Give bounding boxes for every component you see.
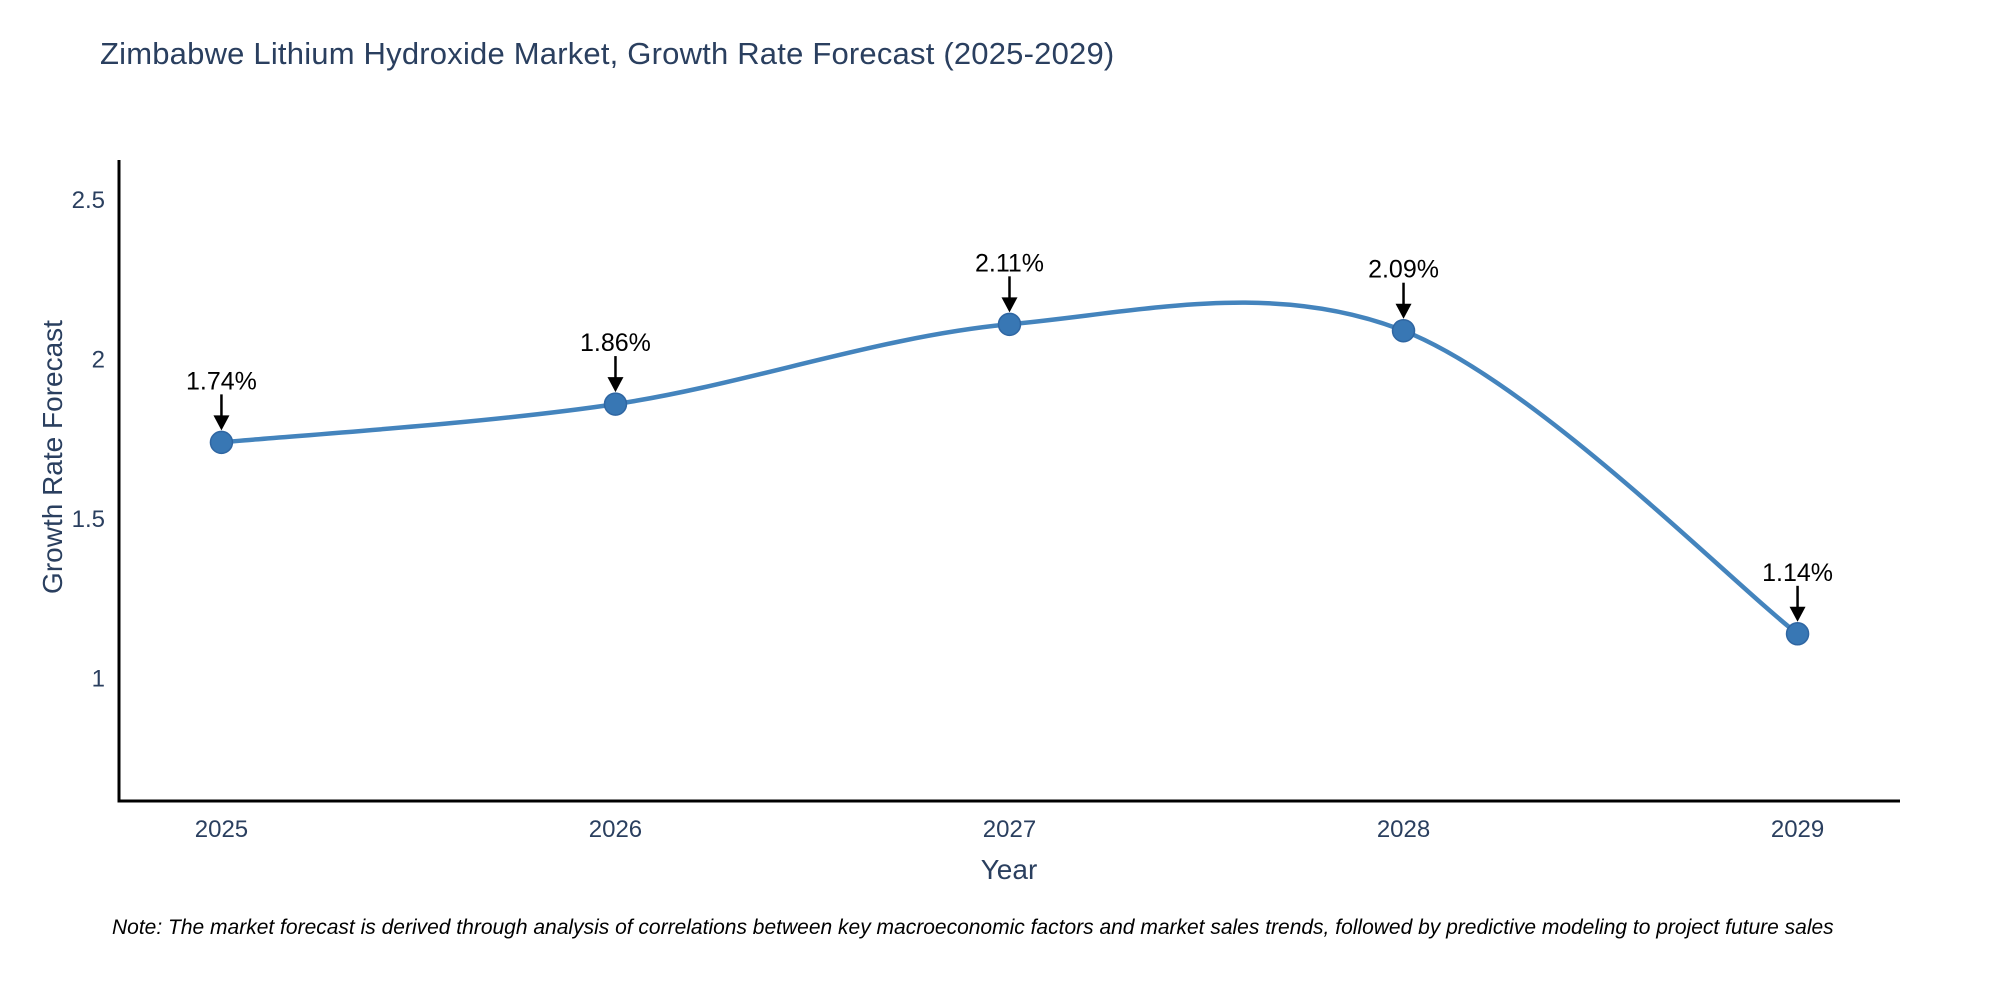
x-tick-label: 2025: [195, 816, 248, 843]
x-tick-label: 2028: [1377, 816, 1430, 843]
axis-lines: [117, 160, 1900, 803]
data-point-marker: [1391, 318, 1416, 343]
x-tick-label: 2027: [983, 816, 1036, 843]
annotation-label: 2.11%: [975, 249, 1044, 277]
data-point-marker: [997, 312, 1022, 337]
annotation-label: 1.86%: [580, 329, 651, 357]
x-axis-title: Year: [980, 854, 1038, 885]
x-tick-label: 2026: [589, 816, 642, 843]
x-tick-label: 2029: [1771, 816, 1824, 843]
y-tick-label: 1: [92, 665, 105, 692]
data-point-marker: [603, 392, 628, 416]
y-tick-label: 1.5: [72, 506, 105, 533]
annotation-arrow-head: [607, 377, 624, 393]
y-tick-label: 2: [92, 346, 105, 373]
annotation-arrow-head: [213, 415, 230, 431]
annotation-label: 1.14%: [1762, 559, 1833, 587]
data-point-marker: [1785, 622, 1810, 646]
chart-title: Zimbabwe Lithium Hydroxide Market, Growt…: [100, 36, 1115, 71]
footnote: Note: The market forecast is derived thr…: [112, 916, 1834, 939]
annotation-label: 2.09%: [1368, 256, 1439, 284]
forecast-line: [219, 300, 1800, 637]
annotation-label: 1.74%: [186, 367, 257, 395]
y-tick-label: 2.5: [72, 187, 105, 214]
annotation-arrow-head: [1395, 303, 1412, 319]
annotation-arrow-head: [1001, 297, 1018, 313]
data-point-marker: [209, 430, 234, 455]
annotation-arrow-head: [1789, 606, 1806, 622]
